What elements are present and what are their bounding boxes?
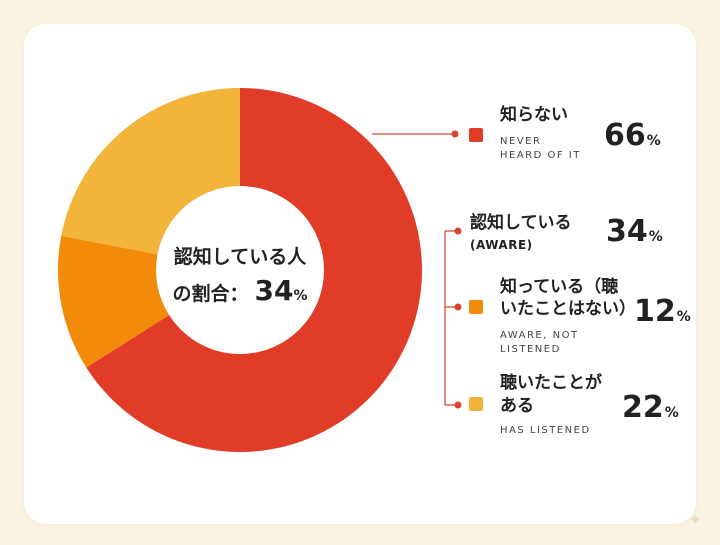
legend-en-has-listened: HAS LISTENED [500, 425, 591, 436]
leader-dot-aware [454, 227, 462, 235]
legend-en-never-heard-1: NEVER [500, 136, 542, 147]
leader-dot-never-heard [451, 130, 459, 138]
value-22: 22 [622, 390, 664, 425]
center-value: 34 [254, 274, 294, 307]
legend-en-aware: (AWARE) [470, 238, 533, 252]
legend-label-aware-not-listened-1: 知っている（聴 [500, 277, 619, 297]
legend-label-has-listened-2: ある [500, 396, 534, 416]
value-66-unit: % [646, 133, 661, 149]
value-66: 66 [604, 118, 646, 153]
legend-value-aware: 34% [606, 214, 663, 249]
legend-label-aware-not-listened-2: いたことはない） [500, 299, 636, 319]
value-12-unit: % [676, 309, 691, 325]
value-22-unit: % [664, 405, 679, 421]
legend-value-has-listened: 22% [622, 390, 679, 425]
legend-label-has-listened-1: 聴いたことが [500, 373, 602, 393]
value-34-unit: % [648, 229, 663, 245]
legend-value-aware-not-listened: 12% [634, 294, 691, 329]
center-label: 認知している人 の割合： 34% [150, 240, 330, 313]
legend-label-never-heard: 知らない [500, 105, 568, 125]
donut-slice-1 [86, 88, 422, 452]
legend-value-never-heard: 66% [604, 118, 661, 153]
center-label-line1: 認知している人 [173, 246, 307, 268]
legend-swatch-never-heard [469, 128, 483, 142]
center-unit: % [293, 288, 308, 304]
leader-dot-aware-not-listened [454, 303, 462, 311]
value-34: 34 [606, 214, 648, 249]
legend-swatch-aware-not-listened [469, 300, 483, 314]
legend-label-aware: 認知している [470, 213, 572, 233]
donut-slice-2 [57, 235, 170, 368]
value-12: 12 [634, 294, 676, 329]
legend-en-never-heard-2: HEARD OF IT [500, 150, 581, 161]
legend-swatch-has-listened [469, 397, 483, 411]
center-label-prefix: の割合： [172, 283, 249, 305]
donut-slice-3 [61, 88, 240, 255]
leader-dot-has-listened [454, 401, 462, 409]
legend-en-aware-not-listened-2: LISTENED [500, 344, 561, 355]
legend-en-aware-not-listened-1: AWARE, NOT [500, 330, 579, 341]
sparkle-icon: ✦ [688, 510, 702, 529]
